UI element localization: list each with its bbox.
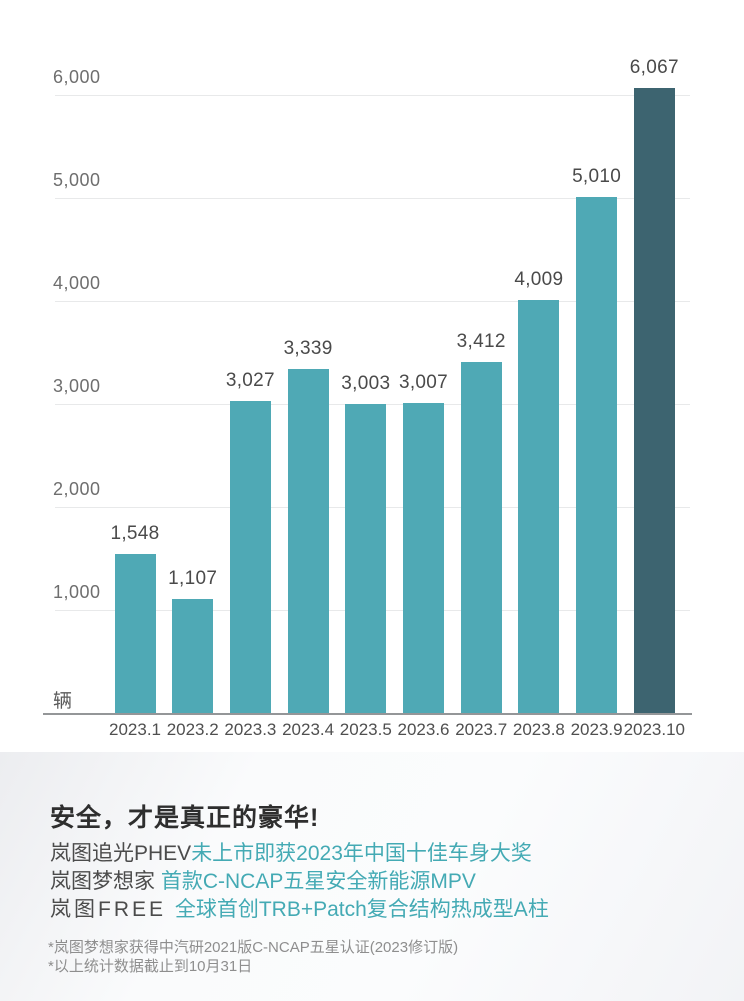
x-tick-label: 2023.6 — [397, 720, 450, 739]
x-tick-label: 2023.9 — [570, 720, 623, 739]
model-highlights-list: 岚图追光PHEV未上市即获2023年中国十佳车身大奖 岚图梦想家 首款C-NCAP… — [50, 840, 549, 924]
y-tick-label: 6,000 — [53, 67, 101, 87]
bar-2023.5 — [345, 403, 387, 713]
bar-2023.10 — [633, 88, 675, 713]
x-tick-label: 2023.8 — [512, 720, 565, 739]
model-highlight-line-3: 岚图FREE 全球首创TRB+Patch复合结构热成型A柱 — [50, 896, 549, 924]
model-highlight-line-1: 岚图追光PHEV未上市即获2023年中国十佳车身大奖 — [50, 840, 549, 868]
x-tick-label: 2023.2 — [166, 720, 219, 739]
y-axis-unit-label: 辆 — [53, 691, 73, 712]
bar-2023.2 — [172, 599, 214, 713]
bar-value-label: 1,107 — [168, 568, 218, 589]
slogan-title: 安全，才是真正的豪华! — [50, 804, 320, 832]
gridline-5000 — [55, 198, 690, 199]
y-tick-label: 5,000 — [53, 170, 101, 190]
footnote-2: *以上统计数据截止到10月31日 — [48, 958, 253, 975]
model-name: 岚图梦想家 — [50, 870, 161, 893]
bar-value-label: 6,067 — [629, 57, 679, 79]
bar-value-label: 3,339 — [283, 338, 333, 360]
bar-2023.4 — [287, 369, 329, 713]
bar-value-label: 5,010 — [572, 166, 622, 187]
model-name: 岚图FREE — [50, 898, 175, 921]
bar-value-label: 1,548 — [110, 522, 160, 544]
gridline-6000 — [55, 95, 690, 96]
model-achievement: 未上市即获2023年中国十佳车身大奖 — [191, 842, 532, 865]
x-tick-label: 2023.5 — [339, 720, 392, 739]
y-tick-label: 1,000 — [53, 582, 101, 602]
y-tick-label: 4,000 — [53, 273, 101, 293]
bar-2023.7 — [460, 361, 502, 713]
y-tick-label: 3,000 — [53, 376, 101, 396]
gridline-4000 — [55, 301, 690, 302]
bar-2023.1 — [114, 553, 156, 713]
bar-value-label: 4,009 — [514, 269, 564, 291]
bar-value-label: 3,003 — [341, 372, 391, 394]
bar-2023.8 — [518, 300, 560, 713]
monthly-sales-bar-chart: 辆 1,000 2,000 3,000 4,000 5,000 6,000 1,548 202… — [43, 57, 692, 739]
model-highlight-line-2: 岚图梦想家 首款C-NCAP五星安全新能源MPV — [50, 868, 549, 896]
y-tick-label: 2,000 — [53, 479, 101, 499]
model-achievement: 全球首创TRB+Patch复合结构热成型A柱 — [174, 898, 549, 921]
bar-value-label: 3,007 — [398, 372, 449, 394]
x-tick-label: 2023.10 — [623, 720, 686, 739]
model-name: 岚图追光PHEV — [50, 842, 192, 865]
x-tick-label: 2023.4 — [282, 720, 335, 739]
footnotes: *岚图梦想家获得中汽研2021版C-NCAP五星认证(2023修订版) *以上统计… — [48, 938, 458, 976]
footer-section: 安全，才是真正的豪华! 岚图追光PHEV未上市即获2023年中国十佳车身大奖 岚图… — [0, 752, 744, 1001]
bar-value-label: 3,027 — [225, 370, 275, 392]
x-tick-label: 2023.7 — [455, 720, 508, 739]
x-tick-label: 2023.1 — [109, 720, 161, 739]
bar-2023.6 — [403, 403, 444, 713]
x-tick-label: 2023.3 — [224, 720, 277, 739]
bar-2023.9 — [576, 197, 618, 713]
bar-value-label: 3,412 — [456, 330, 506, 352]
bar-2023.3 — [229, 401, 271, 713]
x-axis-line — [43, 713, 692, 715]
model-achievement: 首款C-NCAP五星安全新能源MPV — [160, 870, 476, 893]
footnote-1: *岚图梦想家获得中汽研2021版C-NCAP五星认证(2023修订版) — [48, 939, 459, 956]
